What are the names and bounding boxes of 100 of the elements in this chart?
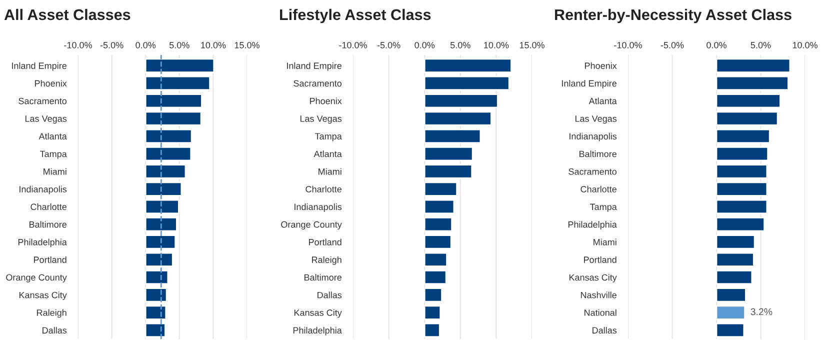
- y-tick-label: Orange County: [281, 221, 342, 230]
- y-tick-label: Raleigh: [37, 309, 66, 318]
- y-tick-label: Portland: [34, 256, 66, 263]
- x-tick-label: 5.0%: [169, 42, 190, 48]
- y-tick-label: Kansas City: [569, 274, 617, 282]
- bar: [716, 94, 781, 108]
- y-tick-label: Indianapolis: [294, 203, 342, 212]
- y-tick-label: Las Vegas: [575, 116, 617, 124]
- y-tick-label: National: [584, 309, 616, 316]
- bar: [716, 182, 768, 196]
- bar: [716, 234, 756, 250]
- bar: [144, 199, 180, 214]
- bar: [144, 146, 192, 162]
- bar: [424, 252, 448, 267]
- x-tick-label: 0.0%: [414, 42, 435, 48]
- y-tick-label: Philadelphia: [18, 238, 67, 248]
- bar: [424, 322, 440, 338]
- x-tick-label: 5.0%: [450, 42, 470, 48]
- chart-title: All Asset Classes: [4, 8, 130, 20]
- bar: [144, 182, 182, 196]
- bar: [716, 217, 765, 232]
- y-tick-label: Indianapolis: [570, 132, 617, 142]
- bar: [716, 252, 754, 267]
- bar: [716, 128, 770, 144]
- bar: [716, 58, 791, 73]
- y-tick-label: Inland Empire: [562, 80, 616, 88]
- y-tick-label: Miami: [594, 238, 616, 246]
- bar: [716, 111, 778, 126]
- y-tick-label: Philadelphia: [293, 326, 342, 336]
- y-tick-label: Indianapolis: [20, 186, 67, 194]
- bar: [716, 146, 769, 162]
- y-tick-label: Inland Empire: [287, 62, 342, 71]
- y-tick-label: Atlanta: [38, 132, 67, 140]
- y-tick-label: Las Vegas: [300, 116, 342, 124]
- x-tick-label: 10.0%: [201, 42, 226, 48]
- bar: [144, 94, 202, 108]
- y-tick-label: Miami: [44, 168, 66, 175]
- chart-title: Lifestyle Asset Class: [280, 8, 431, 24]
- y-tick-label: Inland Empire: [12, 62, 66, 71]
- bar: [424, 288, 442, 302]
- bar: [424, 58, 512, 73]
- bar: [716, 305, 746, 320]
- y-tick-label: Portland: [309, 238, 342, 246]
- bar: [424, 305, 442, 320]
- y-tick-label: Sacramento: [294, 80, 342, 87]
- bar: [424, 217, 453, 232]
- y-tick-label: Portland: [584, 256, 616, 263]
- x-tick-label: -10.0%: [64, 42, 92, 48]
- chart-title: Renter-by-Necessity Asset Class: [555, 8, 792, 24]
- y-tick-label: Philadelphia: [568, 221, 617, 230]
- x-tick-label: 10.0%: [792, 42, 818, 48]
- y-tick-label: Charlotte: [30, 203, 66, 210]
- bar: [424, 111, 492, 126]
- y-tick-label: Kansas City: [19, 292, 67, 300]
- bar: [716, 164, 768, 179]
- x-tick-label: 10.0%: [484, 42, 509, 48]
- y-tick-label: Sacramento: [18, 98, 67, 104]
- y-tick-label: Orange County: [6, 274, 67, 282]
- bar: [424, 270, 447, 285]
- x-tick-label: -5.0%: [100, 42, 124, 48]
- y-tick-label: Dallas: [318, 292, 342, 298]
- bar: [424, 199, 455, 214]
- y-tick-label: Tampa: [40, 150, 67, 159]
- bar: [144, 58, 215, 73]
- bar: [716, 270, 753, 285]
- bar: [144, 128, 192, 144]
- x-tick-label: -10.0%: [614, 42, 642, 48]
- bar: [144, 322, 166, 338]
- y-tick-label: Charlotte: [306, 186, 342, 192]
- y-tick-label: Tampa: [590, 204, 617, 212]
- bar: [144, 234, 176, 250]
- y-tick-label: Atlanta: [588, 98, 617, 104]
- y-tick-label: Las Vegas: [25, 116, 67, 124]
- bar: [424, 76, 510, 91]
- bar: [716, 76, 789, 91]
- bar: [144, 270, 169, 285]
- y-tick-label: Kansas City: [294, 309, 342, 318]
- y-tick-label: Phoenix: [585, 62, 617, 69]
- bar: [716, 288, 746, 302]
- y-tick-label: Nashville: [581, 292, 616, 298]
- y-tick-label: Baltimore: [580, 150, 616, 158]
- bar: [716, 322, 745, 338]
- x-tick-label: 0.0%: [706, 42, 726, 48]
- bar: [144, 164, 186, 179]
- y-tick-label: Baltimore: [304, 274, 342, 281]
- y-tick-label: Dallas: [42, 326, 67, 334]
- bar: [424, 182, 458, 196]
- y-tick-label: Phoenix: [310, 98, 342, 104]
- y-tick-label: Phoenix: [35, 80, 67, 87]
- x-tick-label: 15.0%: [520, 42, 544, 48]
- bar: [144, 217, 178, 232]
- y-tick-label: Raleigh: [312, 256, 342, 265]
- bar: [424, 234, 452, 250]
- bar: [424, 164, 473, 179]
- bar: [424, 94, 498, 108]
- y-tick-label: Baltimore: [30, 221, 66, 228]
- bar: [144, 288, 168, 302]
- bar: [144, 111, 202, 126]
- y-tick-label: Miami: [318, 168, 342, 175]
- y-tick-label: Atlanta: [314, 150, 342, 158]
